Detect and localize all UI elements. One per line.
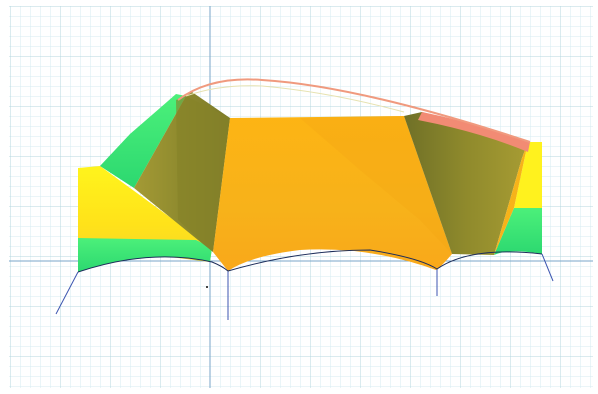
support-lines xyxy=(55,253,554,320)
right-yellow-panel[interactable] xyxy=(514,142,542,208)
top-ridge-inner xyxy=(185,85,405,113)
left-shaded-panel-dark[interactable] xyxy=(176,96,230,252)
ridge-salmon[interactable] xyxy=(418,112,530,152)
top-ridge[interactable] xyxy=(177,78,531,143)
right-shaded-panel[interactable] xyxy=(404,112,528,255)
origin-marker xyxy=(206,286,208,288)
membrane-surface[interactable] xyxy=(77,78,543,273)
left-green-strip[interactable] xyxy=(78,238,212,272)
main-panel-shade xyxy=(300,116,452,254)
main-panel[interactable] xyxy=(213,116,452,271)
left-green-panel[interactable] xyxy=(100,94,186,188)
bottom-edge-cable xyxy=(77,249,543,273)
right-green-panel[interactable] xyxy=(494,208,542,255)
right-orange-wedge[interactable] xyxy=(494,142,528,255)
